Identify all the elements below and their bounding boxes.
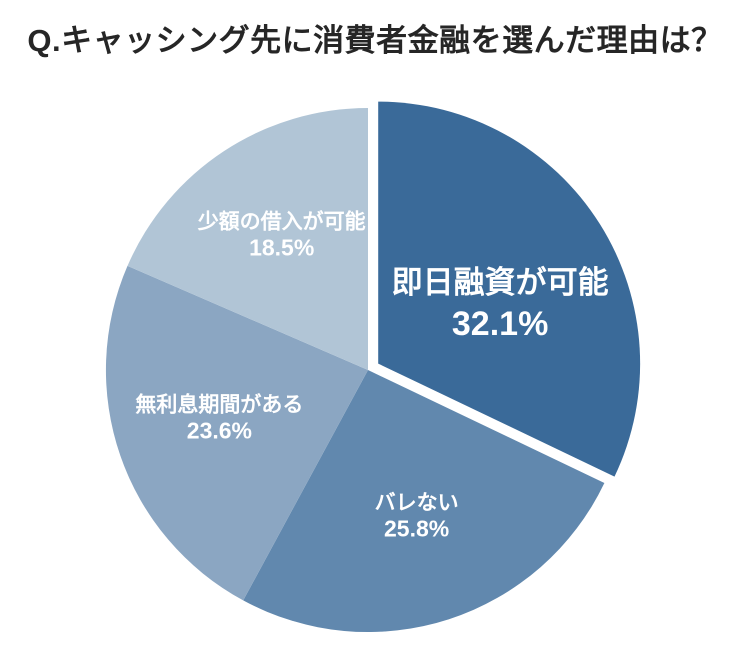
slice-label-4: 少額の借入が可能 xyxy=(197,210,366,234)
slice-pct-1: 32.1% xyxy=(452,305,548,343)
pie-slice-3 xyxy=(105,265,369,601)
slice-label-1: 即日融資が可能 xyxy=(392,265,609,300)
pie-slice-4 xyxy=(127,108,368,370)
slice-label-2: バレない xyxy=(375,492,459,515)
slice-label-3: 無利息期間がある xyxy=(135,392,303,416)
slice-pct-3: 23.6% xyxy=(187,417,252,443)
chart-title: Q.キャッシング先に消費者金融を選んだ理由は？ xyxy=(27,23,723,58)
slice-pct-4: 18.5% xyxy=(249,235,314,261)
slice-pct-2: 25.8% xyxy=(384,516,449,542)
pie-slice-2 xyxy=(243,370,605,633)
pie-slice-1 xyxy=(378,101,641,477)
